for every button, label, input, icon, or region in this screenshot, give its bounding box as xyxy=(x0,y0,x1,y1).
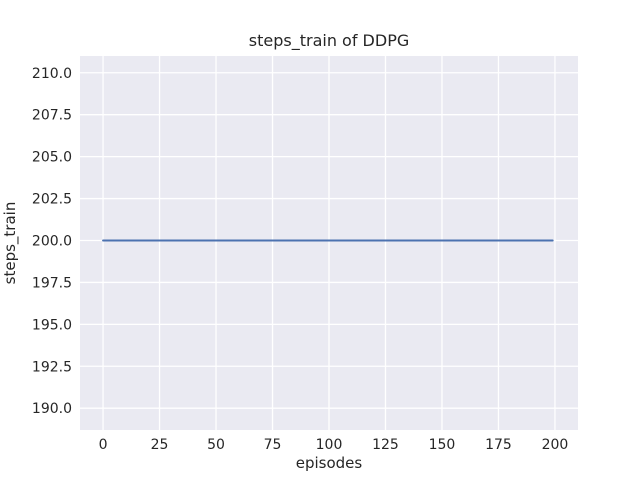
y-tick-label: 195.0 xyxy=(32,317,72,333)
y-tick-label: 202.5 xyxy=(32,192,72,208)
y-tick-label: 192.5 xyxy=(32,359,72,375)
y-tick-label: 210.0 xyxy=(32,66,72,82)
y-tick-label: 200.0 xyxy=(32,233,72,249)
x-tick-label: 125 xyxy=(372,437,399,453)
x-tick-label: 175 xyxy=(485,437,512,453)
x-tick-label: 25 xyxy=(151,437,169,453)
chart-title: steps_train of DDPG xyxy=(249,31,409,51)
x-tick-label: 0 xyxy=(99,437,108,453)
x-axis-label: episodes xyxy=(296,454,363,472)
y-tick-label: 190.0 xyxy=(32,401,72,417)
x-tick-label: 100 xyxy=(316,437,343,453)
x-tick-label: 150 xyxy=(429,437,456,453)
y-tick-label: 197.5 xyxy=(32,275,72,291)
x-tick-label: 50 xyxy=(207,437,225,453)
x-tick-label: 200 xyxy=(542,437,569,453)
y-tick-label: 205.0 xyxy=(32,150,72,166)
plot-layer: 0 25 50 75 100 125 150 175 200 190.0 192.5 195.0 197… xyxy=(32,56,578,453)
x-tick-label: 75 xyxy=(264,437,282,453)
y-tick-label: 207.5 xyxy=(32,108,72,124)
y-axis-label: steps_train xyxy=(1,202,20,285)
